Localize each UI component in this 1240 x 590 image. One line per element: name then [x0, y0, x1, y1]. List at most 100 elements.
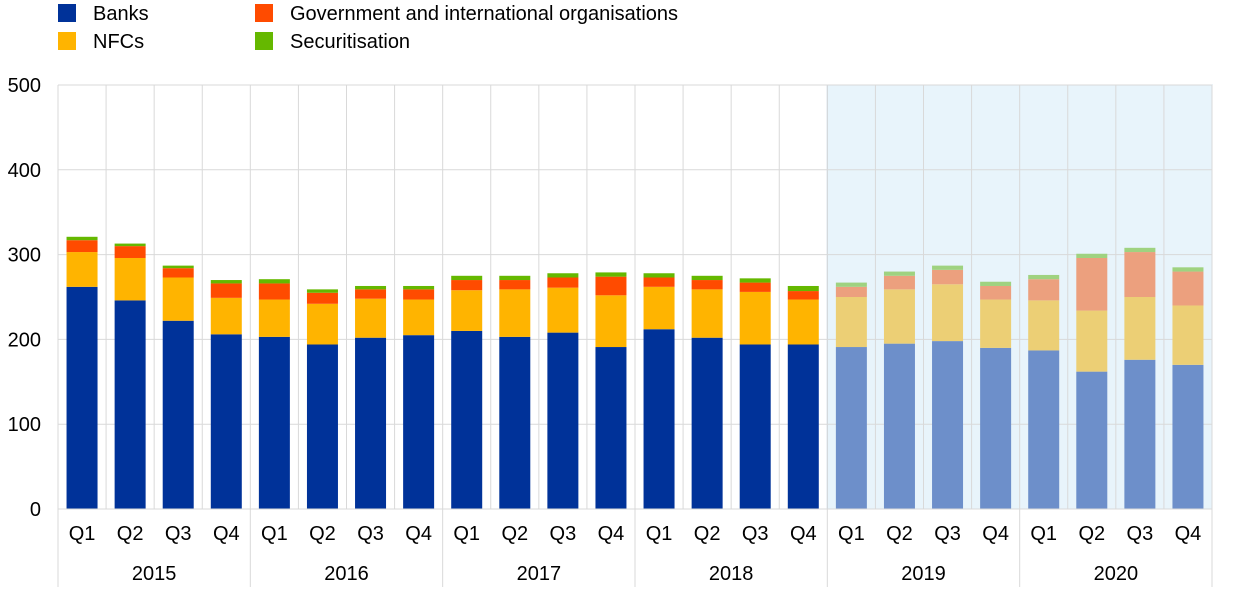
x-tick-label: Q4 [405, 523, 432, 545]
y-tick-label: 0 [30, 499, 41, 521]
legend-swatch [255, 4, 273, 22]
bar-segment [1028, 350, 1060, 509]
x-tick-label: Q3 [1127, 523, 1154, 545]
bar-segment [691, 337, 723, 509]
bar-segment [355, 337, 387, 509]
bar-segment [1076, 257, 1108, 311]
x-tick-label: Q3 [165, 523, 192, 545]
bar-segment [547, 332, 579, 509]
bar-segment [162, 265, 194, 269]
bar-segment [547, 287, 579, 333]
bar-segment [66, 236, 98, 241]
bar-segment [355, 289, 387, 299]
bar-segment [787, 344, 819, 509]
bar-segment [787, 285, 819, 292]
year-label: 2019 [901, 563, 946, 585]
bar-segment [643, 329, 675, 509]
x-tick-label: Q1 [261, 523, 288, 545]
bar-segment [883, 289, 915, 344]
bar-segment [932, 341, 964, 509]
year-label: 2017 [517, 563, 562, 585]
x-tick-label: Q2 [501, 523, 528, 545]
x-tick-label: Q2 [117, 523, 144, 545]
bar-segment [835, 286, 867, 297]
bar-segment [66, 286, 98, 509]
legend: Banks NFCs Government and international or… [58, 3, 678, 53]
legend-label: Securitisation [290, 31, 410, 53]
bar-segment [883, 275, 915, 290]
legend-swatch [58, 4, 76, 22]
bar-segment [306, 292, 338, 304]
bar-segment [403, 285, 435, 290]
x-axis: Q1 Q2 Q3 Q4 Q1 Q2 Q3 Q4 Q1 Q2 Q3 Q4 Q1 Q2 Q3 Q4 Q1 Q2 Q3 Q4… [57, 508, 1213, 587]
bar-segment [1076, 371, 1108, 509]
bar-segment [162, 277, 194, 321]
x-tick-label: Q2 [886, 523, 913, 545]
bar-segment [258, 279, 290, 284]
bar-segment [1076, 253, 1108, 258]
bar-segment [1124, 247, 1156, 253]
bar-segment [355, 285, 387, 290]
bar-segment [691, 280, 723, 290]
bar-segment [355, 298, 387, 338]
legend-label: Government and international organisatio… [290, 3, 678, 25]
bar-segment [451, 290, 483, 331]
x-tick-label: Q3 [934, 523, 961, 545]
bar-segment [547, 277, 579, 288]
legend-label: NFCs [93, 31, 144, 53]
year-label: 2016 [324, 563, 369, 585]
bars [66, 236, 1204, 509]
y-tick-label: 100 [8, 414, 41, 436]
legend-swatch [58, 32, 76, 50]
x-tick-label: Q4 [598, 523, 625, 545]
bar-segment [547, 273, 579, 278]
bar-segment [980, 281, 1012, 286]
bar-segment [787, 291, 819, 300]
bar-segment [1028, 279, 1060, 301]
x-tick-label: Q3 [550, 523, 577, 545]
bar-segment [114, 257, 146, 301]
bar-segment [114, 246, 146, 258]
bar-segment [1172, 267, 1204, 272]
y-tick-label: 500 [8, 75, 41, 97]
legend-label: Banks [93, 3, 149, 25]
bar-segment [499, 336, 531, 509]
bar-segment [114, 300, 146, 509]
bar-segment [1172, 305, 1204, 365]
bar-segment [739, 278, 771, 283]
bar-segment [932, 265, 964, 270]
bar-segment [499, 289, 531, 337]
bar-segment [451, 330, 483, 509]
bar-segment [835, 347, 867, 509]
bar-segment [595, 295, 627, 348]
y-tick-label: 200 [8, 329, 41, 351]
bar-segment [1172, 271, 1204, 306]
bar-segment [210, 283, 242, 298]
bar-segment [1076, 310, 1108, 372]
bar-segment [258, 299, 290, 337]
bar-segment [643, 273, 675, 278]
bar-segment [114, 243, 146, 247]
y-axis: 0 100 200 300 400 500 [8, 75, 41, 521]
bar-segment [210, 334, 242, 509]
x-tick-label: Q4 [790, 523, 817, 545]
bar-segment [835, 282, 867, 287]
bar-segment [210, 297, 242, 335]
bar-segment [1124, 359, 1156, 509]
bar-segment [932, 269, 964, 285]
x-tick-label: Q1 [646, 523, 673, 545]
bar-segment [595, 347, 627, 509]
bar-segment [499, 275, 531, 281]
bar-segment [162, 268, 194, 278]
x-tick-label: Q1 [453, 523, 480, 545]
bar-segment [499, 280, 531, 290]
x-tick-label: Q3 [357, 523, 384, 545]
legend-swatch [255, 32, 273, 50]
bar-segment [739, 291, 771, 345]
x-tick-label: Q4 [213, 523, 240, 545]
bar-segment [210, 280, 242, 284]
bar-segment [980, 347, 1012, 509]
bar-segment [739, 282, 771, 292]
x-tick-label: Q1 [838, 523, 865, 545]
x-tick-label: Q2 [1078, 523, 1105, 545]
